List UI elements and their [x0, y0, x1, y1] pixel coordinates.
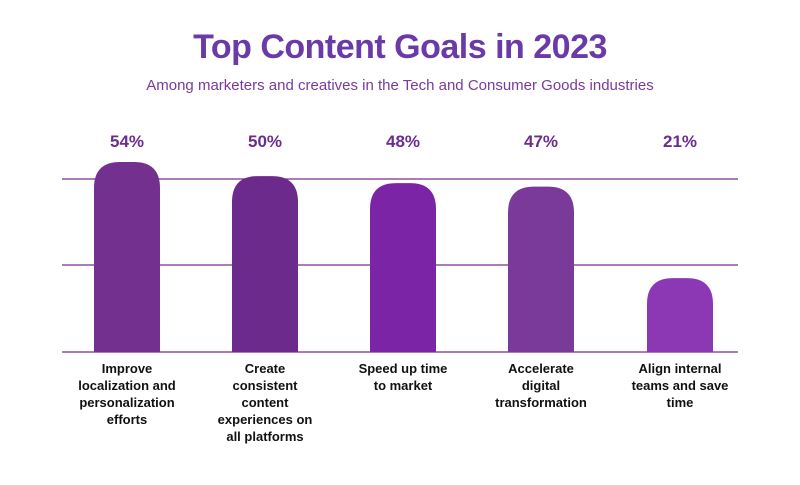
- category-label-line: personalization: [79, 395, 175, 410]
- category-label-line: Create: [244, 361, 286, 376]
- category-label-line: teams and save: [631, 378, 729, 393]
- bar: [508, 186, 574, 352]
- data-label: 54%: [110, 132, 144, 151]
- category-label-line: experiences on: [217, 412, 313, 427]
- category-label: Align internal teams and save time: [620, 360, 740, 411]
- category-label: Accelerate digital transformation: [481, 360, 601, 411]
- bar: [94, 162, 160, 352]
- category-label-line: Speed up time: [358, 361, 448, 376]
- category-label-line: localization and: [78, 378, 176, 393]
- category-label-line: consistent: [232, 378, 298, 393]
- category-label-line: efforts: [106, 412, 148, 427]
- category-label-line: time: [666, 395, 694, 410]
- category-label-line: Accelerate: [508, 361, 574, 376]
- bar: [370, 183, 436, 352]
- category-label-line: to market: [373, 378, 433, 393]
- chart-subtitle: Among marketers and creatives in the Tec…: [146, 77, 654, 94]
- category-label: Speed up time to market: [343, 360, 463, 394]
- bar: [232, 176, 298, 352]
- category-label-line: all platforms: [226, 429, 304, 444]
- category-label-line: Improve: [101, 361, 153, 376]
- category-label-line: digital: [521, 378, 561, 393]
- data-label: 50%: [248, 132, 282, 151]
- data-label: 48%: [386, 132, 420, 151]
- data-label: 21%: [663, 132, 697, 151]
- chart-title: Top Content Goals in 2023: [193, 28, 607, 66]
- category-label-line: Align internal: [638, 361, 722, 376]
- category-label-line: content: [241, 395, 289, 410]
- bar: [647, 278, 713, 352]
- category-label-line: transformation: [495, 395, 587, 410]
- data-label: 47%: [524, 132, 558, 151]
- category-label: Improve localization and personalization ef…: [67, 360, 187, 428]
- category-label: Create consistent content experiences on all…: [205, 360, 325, 445]
